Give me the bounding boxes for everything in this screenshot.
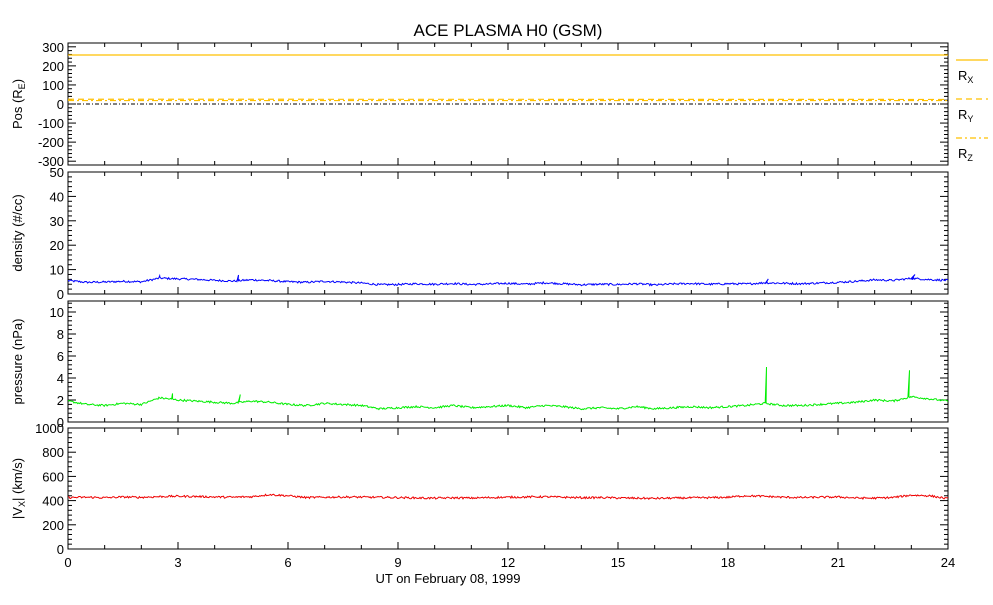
x-tick-label: 18 <box>721 555 735 570</box>
y-tick-label: 8 <box>57 327 64 342</box>
legend-label-sub: Y <box>967 114 973 124</box>
y-axis-label-main: |V <box>10 507 25 519</box>
x-tick-label: 12 <box>501 555 515 570</box>
panel-density: 0 10 20 30 40 50 density (#/cc) <box>10 165 948 302</box>
panel-frame <box>68 301 948 422</box>
legend-label-x: RX <box>958 68 973 85</box>
y-axis-label: pressure (nPa) <box>10 319 25 405</box>
y-tick-label: 300 <box>42 40 64 55</box>
y-tick-label: 200 <box>42 59 64 74</box>
legend-label-z: RZ <box>958 146 973 163</box>
legend-label-y: RY <box>958 107 973 124</box>
legend-label-main: R <box>958 146 967 161</box>
y-tick-label: -200 <box>38 135 64 150</box>
y-tick-label: 2 <box>57 393 64 408</box>
series-line-pressure <box>68 367 948 410</box>
legend-label-main: R <box>958 68 967 83</box>
panel-vx: 0 200 400 600 800 1000 |VX| (km/s) 0 3 6 9 12 15 18 21… <box>10 421 955 586</box>
y-axis-label-tail: | (km/s) <box>10 458 25 501</box>
series-line-density <box>68 275 948 286</box>
y-axis-label: |VX| (km/s) <box>10 458 27 519</box>
legend-label-main: R <box>958 107 967 122</box>
legend-label-sub: Z <box>967 153 973 163</box>
x-tick-label: 0 <box>64 555 71 570</box>
y-tick-label: -100 <box>38 116 64 131</box>
legend-label-sub: X <box>967 75 973 85</box>
panel-frame <box>68 428 948 549</box>
x-tick-label: 15 <box>611 555 625 570</box>
x-tick-label: 3 <box>174 555 181 570</box>
x-tick-label: 21 <box>831 555 845 570</box>
x-tick-label: 24 <box>941 555 955 570</box>
series-line-vx <box>68 494 948 499</box>
y-tick-label: 4 <box>57 371 64 386</box>
y-tick-label: 0 <box>57 542 64 557</box>
x-tick-label: 9 <box>394 555 401 570</box>
y-tick-label: 200 <box>42 518 64 533</box>
y-tick-label: 0 <box>57 287 64 302</box>
x-tick-label: 6 <box>284 555 291 570</box>
y-tick-label: 400 <box>42 494 64 509</box>
y-axis-label-main: density (#/cc) <box>10 194 25 271</box>
y-tick-label: 100 <box>42 78 64 93</box>
y-axis-label: density (#/cc) <box>10 194 25 271</box>
y-tick-label: 40 <box>50 189 64 204</box>
panel-frame <box>68 172 948 294</box>
y-axis-label-tail: ) <box>10 79 25 83</box>
y-tick-label: 10 <box>50 305 64 320</box>
x-axis-label: UT on February 08, 1999 <box>375 571 520 586</box>
y-tick-label: 1000 <box>35 421 64 436</box>
y-tick-label: 600 <box>42 469 64 484</box>
y-tick-label: 20 <box>50 238 64 253</box>
y-tick-label: 800 <box>42 445 64 460</box>
y-tick-label: 0 <box>57 97 64 112</box>
y-axis-label: Pos (RE) <box>10 79 27 129</box>
y-axis-label-main: Pos (R <box>10 89 25 129</box>
y-tick-label: 6 <box>57 349 64 364</box>
chart-title: ACE PLASMA H0 (GSM) <box>414 21 603 40</box>
y-tick-label: 30 <box>50 214 64 229</box>
y-axis-label-main: pressure (nPa) <box>10 319 25 405</box>
y-tick-label: 50 <box>50 165 64 180</box>
y-tick-label: 10 <box>50 263 64 278</box>
